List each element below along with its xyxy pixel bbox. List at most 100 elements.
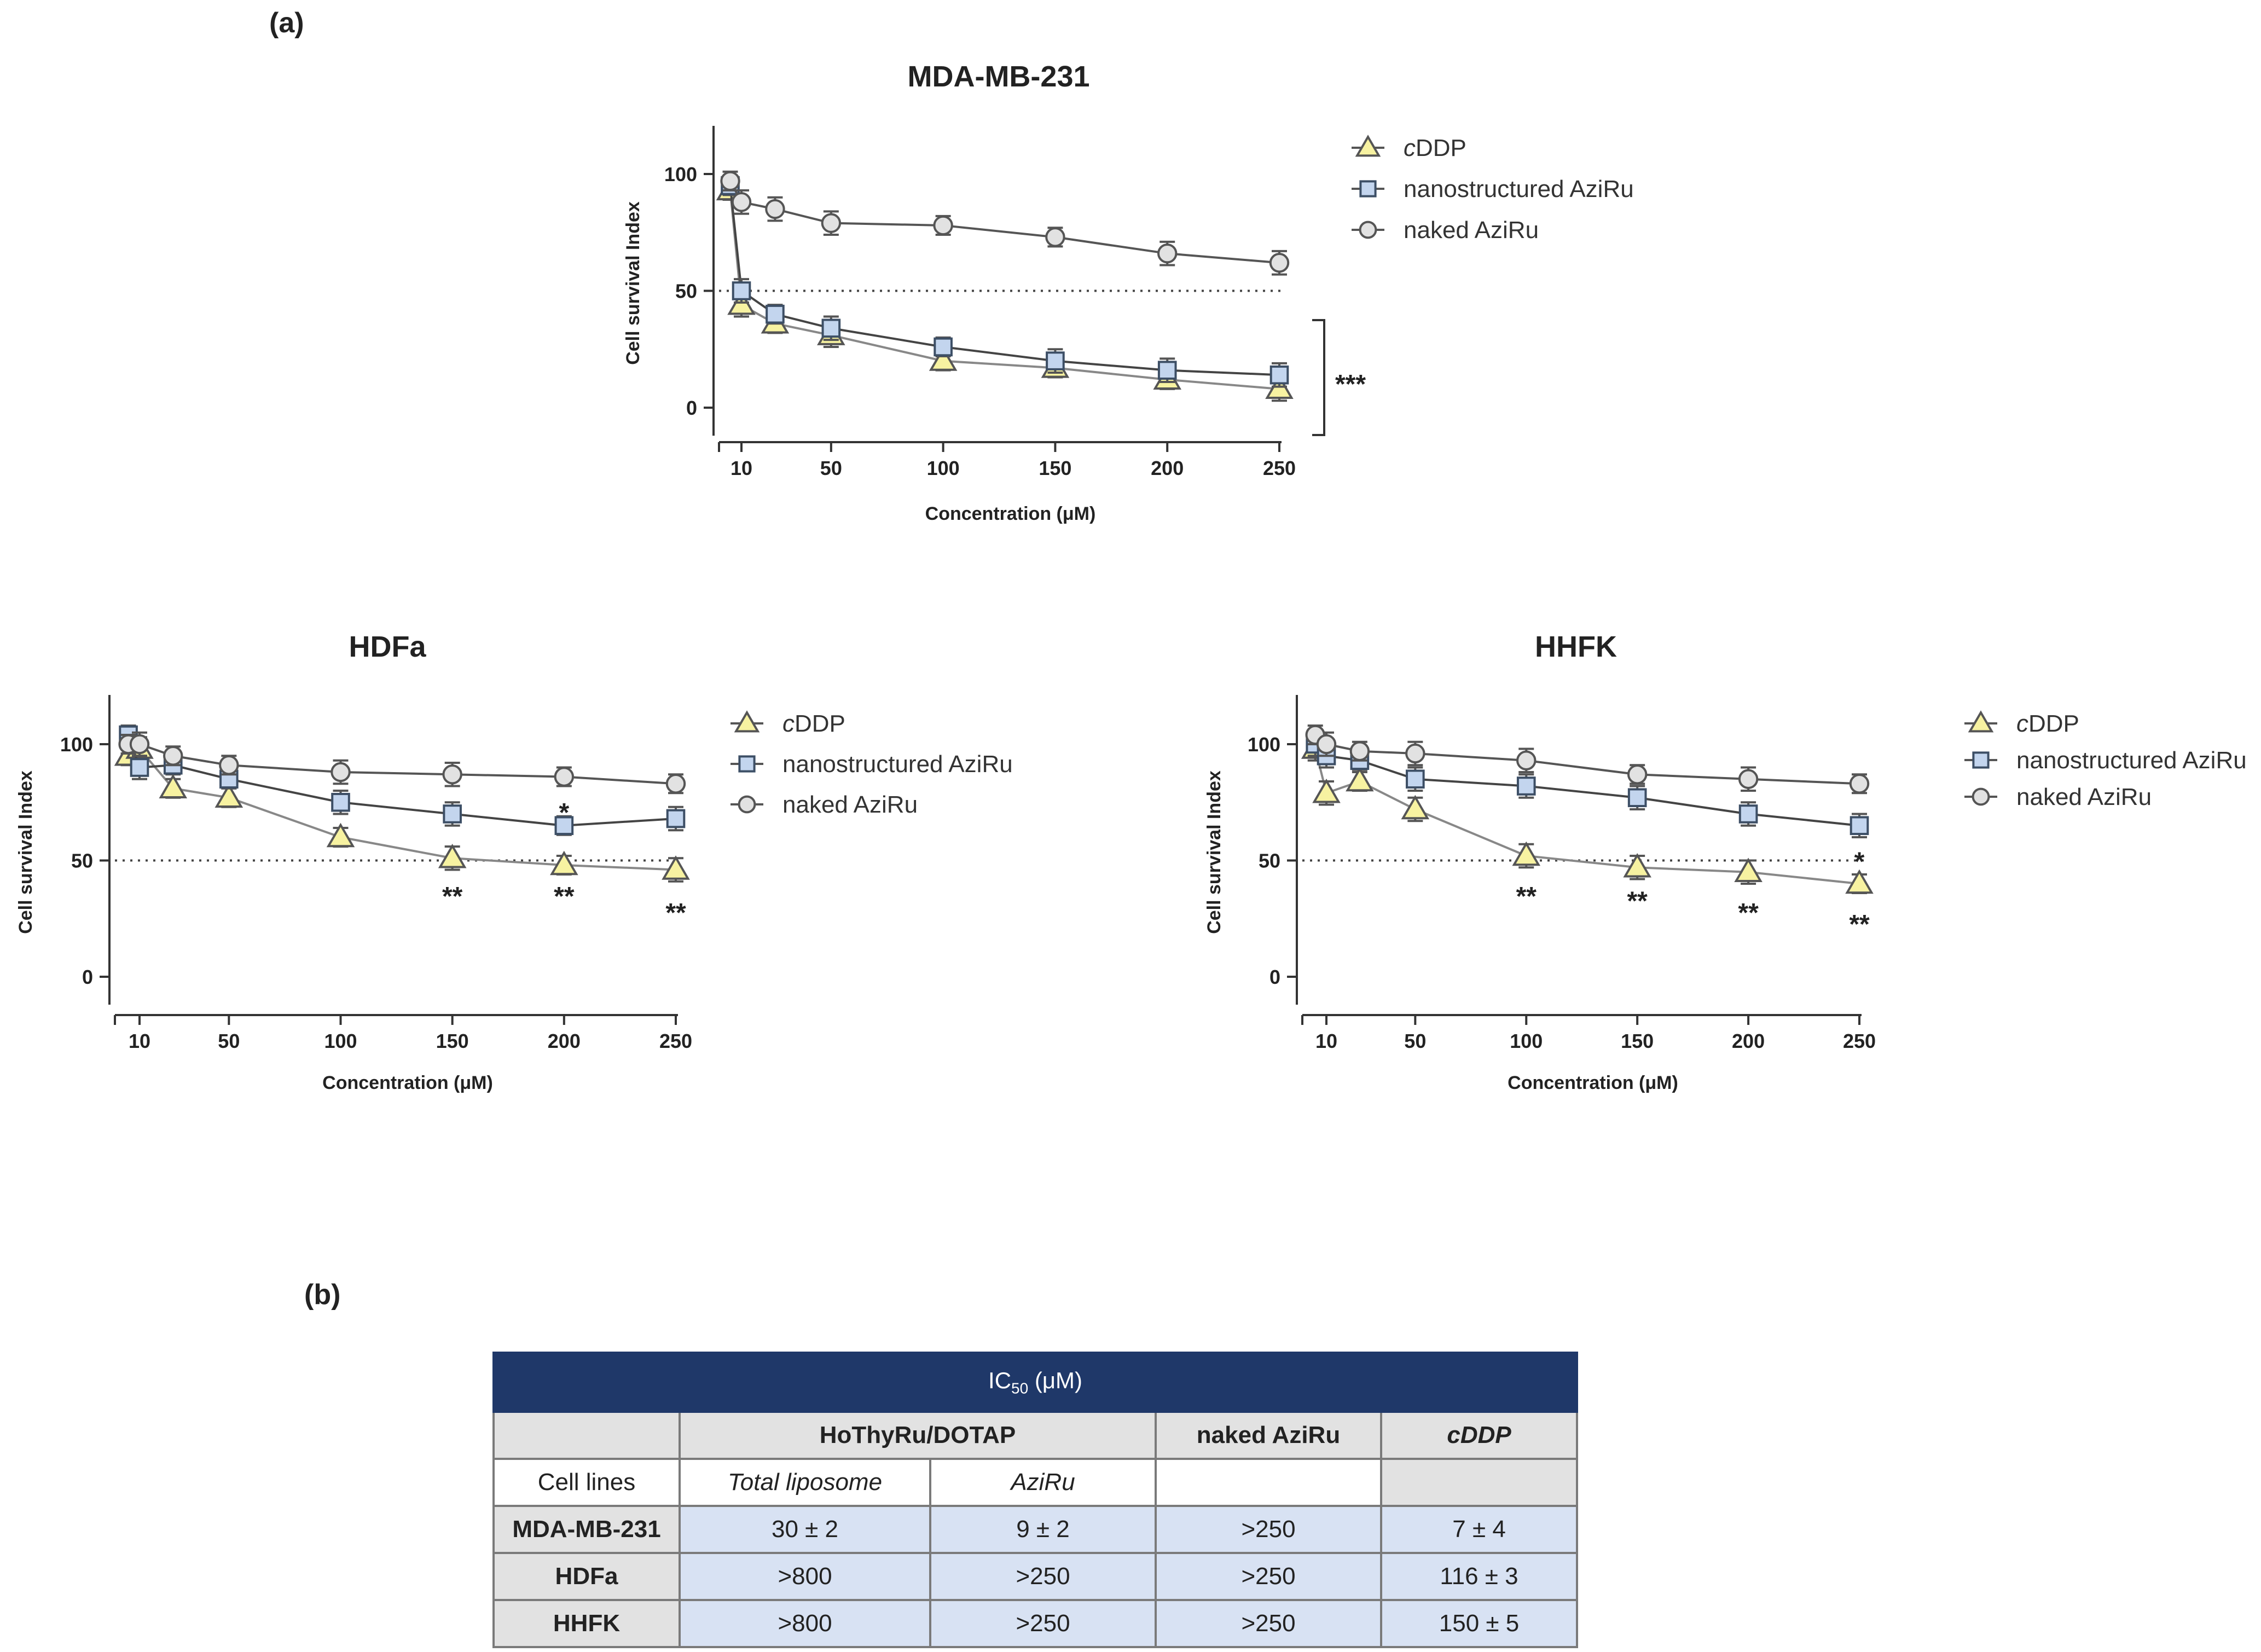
x-tick-label: 100 xyxy=(927,457,960,479)
chart-title: HHFK xyxy=(1535,630,1617,663)
y-tick-label: 100 xyxy=(1248,733,1280,756)
legend-marker-circle xyxy=(1359,221,1377,239)
value-total-liposome: >800 xyxy=(679,1552,931,1601)
series-line-square xyxy=(729,186,1280,376)
significance-mark: ** xyxy=(1738,899,1759,928)
data-point-circle xyxy=(129,734,150,755)
chart-title: MDA-MB-231 xyxy=(907,60,1089,93)
data-point-triangle xyxy=(550,850,578,876)
data-point-triangle xyxy=(159,774,188,798)
data-point-triangle xyxy=(1312,778,1341,803)
chart-2: HHFK 0 50 100 10 50 100 150 200 250 Concentration … xyxy=(1204,630,2247,1093)
data-point-circle xyxy=(1627,764,1648,785)
x-axis-label: Concentration (μM) xyxy=(1508,1073,1678,1093)
panel-label-b: (b) xyxy=(304,1279,341,1311)
value-total-liposome: 30 ± 2 xyxy=(679,1505,931,1554)
significance-mark: ** xyxy=(665,899,686,928)
x-tick-label: 50 xyxy=(218,1030,240,1052)
header-aziru: AziRu xyxy=(929,1458,1157,1507)
x-axis-label: Concentration (μM) xyxy=(322,1073,493,1093)
table-blank-cell xyxy=(492,1411,681,1460)
table-row: HDFa >800 >250 >250 116 ± 3 xyxy=(492,1552,1579,1601)
value-naked: >250 xyxy=(1155,1599,1382,1648)
data-point-square xyxy=(554,816,574,836)
significance-bracket xyxy=(1312,319,1325,436)
x-tick-label: 10 xyxy=(731,457,752,479)
data-point-square xyxy=(443,804,462,824)
significance-mark: * xyxy=(559,798,569,827)
header-cell-lines: Cell lines xyxy=(492,1458,681,1507)
x-tick-label: 150 xyxy=(1039,457,1071,479)
header-hothyru-dotap: HoThyRu/DOTAP xyxy=(679,1411,1157,1460)
legend-marker-circle xyxy=(1972,787,1990,806)
header-cddp: cDDP xyxy=(1379,1411,1579,1460)
header-naked-aziru: naked AziRu xyxy=(1155,1411,1382,1460)
x-tick-label: 200 xyxy=(1732,1030,1765,1052)
legend-label-rest: DDP xyxy=(795,710,845,737)
value-aziru: 9 ± 2 xyxy=(929,1505,1157,1554)
legend-label: nanostructured AziRu xyxy=(782,751,1013,778)
x-tick-label: 150 xyxy=(436,1030,469,1052)
data-point-circle xyxy=(1045,227,1065,247)
chart-title: HDFa xyxy=(349,630,426,663)
data-point-circle xyxy=(442,764,462,785)
data-point-circle xyxy=(665,774,686,794)
data-point-square xyxy=(1627,788,1647,808)
y-axis-label: Cell survival Index xyxy=(1204,770,1225,934)
data-point-circle xyxy=(1516,750,1537,770)
data-point-square xyxy=(1406,769,1425,789)
x-tick-label: 250 xyxy=(659,1030,692,1052)
x-tick-label: 250 xyxy=(1263,457,1296,479)
data-point-square xyxy=(821,318,841,338)
data-point-triangle xyxy=(1401,795,1430,820)
header-cddp-blank xyxy=(1379,1458,1579,1507)
data-point-circle xyxy=(933,215,953,236)
data-point-circle xyxy=(1316,734,1337,755)
table-group-row: HoThyRu/DOTAP naked AziRu cDDP xyxy=(492,1411,1579,1460)
header-naked-blank xyxy=(1155,1458,1382,1507)
data-point-triangle xyxy=(326,822,355,848)
chart-1: HDFa 0 50 100 10 50 100 150 200 250 Concentration … xyxy=(15,630,1013,1093)
data-point-triangle xyxy=(438,843,467,868)
table-title-row: IC50 (μM) xyxy=(492,1352,1579,1413)
data-point-triangle xyxy=(214,783,244,808)
y-axis-label: Cell survival Index xyxy=(15,770,36,934)
data-point-square xyxy=(1269,365,1289,385)
y-tick-label: 0 xyxy=(1269,966,1280,988)
data-point-square xyxy=(1516,776,1536,796)
data-point-triangle xyxy=(1512,841,1541,866)
table-subheader-row: Cell lines Total liposome AziRu xyxy=(492,1458,1579,1507)
data-point-circle xyxy=(1157,243,1178,264)
data-point-circle xyxy=(1738,769,1759,789)
legend-label: nanostructured AziRu xyxy=(1404,176,1634,202)
data-point-circle xyxy=(1849,774,1870,794)
data-point-circle xyxy=(554,767,575,787)
value-naked: >250 xyxy=(1155,1552,1382,1601)
y-tick-label: 0 xyxy=(82,966,93,988)
data-point-square xyxy=(934,337,953,357)
x-tick-label: 50 xyxy=(1404,1030,1426,1052)
significance-mark: ** xyxy=(1849,910,1870,939)
data-point-circle xyxy=(219,755,239,775)
legend-marker-triangle xyxy=(1355,135,1381,157)
x-tick-label: 10 xyxy=(129,1030,150,1052)
legend-label: naked AziRu xyxy=(2016,784,2152,810)
data-point-triangle xyxy=(1734,857,1763,882)
legend-label-rest: DDP xyxy=(2028,710,2079,737)
legend-label-italic: c xyxy=(782,710,795,737)
table-title: IC50 (μM) xyxy=(492,1352,1579,1413)
data-point-square xyxy=(732,281,751,300)
x-tick-label: 10 xyxy=(1315,1030,1337,1052)
table-row: HHFK >800 >250 >250 150 ± 5 xyxy=(492,1599,1579,1648)
data-point-circle xyxy=(1349,741,1370,761)
y-tick-label: 50 xyxy=(675,280,697,303)
legend-label: nanostructured AziRu xyxy=(2016,747,2247,774)
series-line-square xyxy=(127,734,676,827)
significance-mark: * xyxy=(1854,847,1865,876)
legend-label-rest: DDP xyxy=(1416,135,1466,161)
ic50-table: IC50 (μM) HoThyRu/DOTAP naked AziRu cDDP… xyxy=(492,1352,1579,1648)
legend-marker-square xyxy=(738,755,756,773)
x-tick-label: 50 xyxy=(820,457,842,479)
legend-label: cDDP xyxy=(782,710,845,737)
